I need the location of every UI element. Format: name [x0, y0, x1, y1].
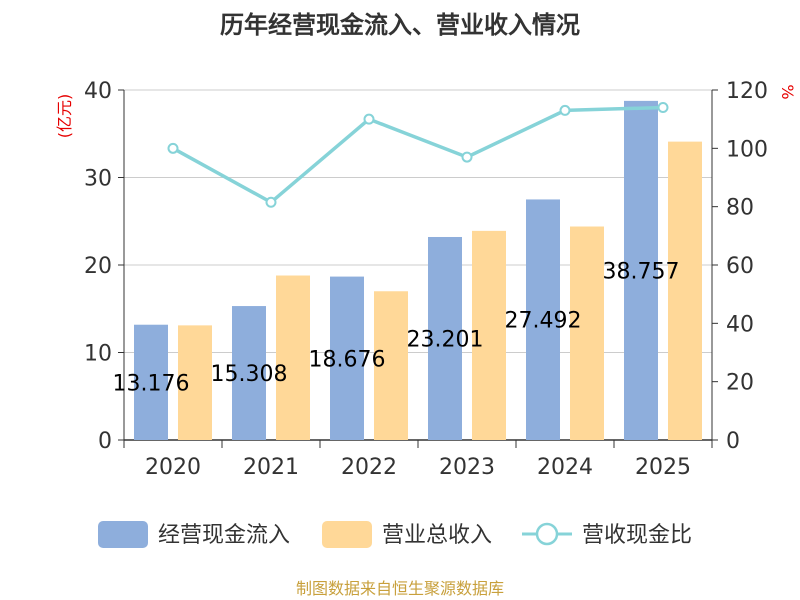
- ratio-line: [167, 102, 669, 208]
- y-tick-label: 30: [84, 167, 112, 192]
- y2-tick-label: 100: [726, 137, 768, 162]
- bar-revenue: [276, 275, 310, 440]
- x-tick-label: 2024: [537, 455, 593, 480]
- ratio-point: [363, 113, 375, 125]
- y-tick-label: 10: [84, 342, 112, 367]
- ratio-point: [461, 151, 473, 163]
- x-tick-label: 2020: [145, 455, 201, 480]
- bar-revenue: [374, 291, 408, 440]
- y2-tick-label: 60: [726, 254, 754, 279]
- bar-cash-inflow: [134, 324, 168, 440]
- y2-tick-label: 0: [726, 429, 740, 454]
- axes: [118, 89, 718, 448]
- ratio-point: [265, 196, 277, 208]
- legend-swatch-cash-inflow: [98, 521, 148, 548]
- bar-cash-inflow: [428, 236, 462, 440]
- gridlines: [124, 89, 712, 353]
- bar-labels: 13.176 15.308 18.676 23.201 27.492 38.757: [113, 259, 680, 396]
- y-tick-label: 20: [84, 254, 112, 279]
- y-tick-label: 0: [98, 429, 112, 454]
- legend-label-revenue: 营业总收入: [382, 523, 492, 548]
- bar-data-label: 38.757: [603, 259, 680, 284]
- x-tick-label: 2023: [439, 455, 495, 480]
- bars: [134, 100, 702, 440]
- ratio-point: [167, 142, 179, 154]
- left-axis-unit: (亿元): [55, 94, 74, 139]
- y2-tick-label: 120: [726, 79, 768, 104]
- y2-tick-label: 40: [726, 312, 754, 337]
- ratio-line-path: [172, 105, 664, 205]
- y-tick-label: 40: [84, 79, 112, 104]
- right-axis-unit: %: [778, 84, 797, 99]
- x-tick-label: 2025: [635, 455, 691, 480]
- legend-swatch-ratio-marker: [535, 522, 559, 546]
- bar-data-label: 15.308: [211, 362, 288, 387]
- source-note: 制图数据来自恒生聚源数据库: [296, 579, 504, 598]
- legend: 经营现金流入 营业总收入 营收现金比: [98, 521, 692, 548]
- bar-data-label: 27.492: [505, 309, 582, 334]
- bar-revenue: [570, 226, 604, 440]
- bar-revenue: [668, 141, 702, 440]
- bar-revenue: [472, 230, 506, 440]
- ratio-point: [559, 104, 571, 116]
- bar-cash-inflow: [526, 199, 560, 440]
- ratio-point: [657, 102, 669, 113]
- tick-labels: 0 10 20 30 40 0 20 40 60 80 100 120 2020 2021 2022 2023…: [84, 79, 768, 480]
- bar-data-label: 23.201: [407, 327, 484, 352]
- bar-data-label: 13.176: [113, 371, 190, 396]
- y2-tick-label: 20: [726, 371, 754, 396]
- legend-label-ratio: 营收现金比: [582, 523, 692, 548]
- x-tick-label: 2022: [341, 455, 397, 480]
- bar-cash-inflow: [624, 100, 658, 440]
- chart-title: 历年经营现金流入、营业收入情况: [220, 11, 580, 39]
- bar-revenue: [178, 325, 212, 440]
- x-tick-label: 2021: [243, 455, 299, 480]
- legend-swatch-revenue: [322, 521, 372, 548]
- bar-cash-inflow: [232, 306, 266, 440]
- y2-tick-label: 80: [726, 196, 754, 221]
- bar-data-label: 18.676: [309, 347, 386, 372]
- bar-cash-inflow: [330, 276, 364, 440]
- legend-label-cash-inflow: 经营现金流入: [158, 523, 290, 548]
